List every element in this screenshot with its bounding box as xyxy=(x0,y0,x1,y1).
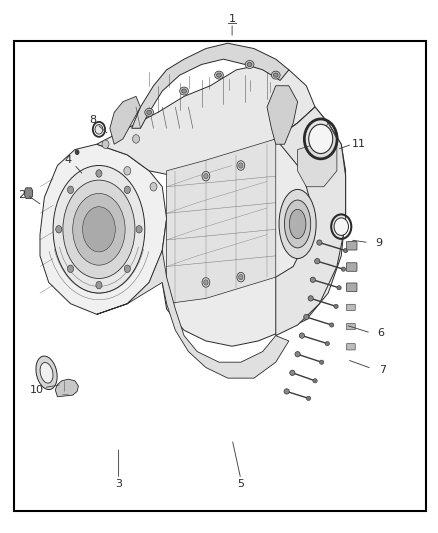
Polygon shape xyxy=(97,64,315,176)
Ellipse shape xyxy=(96,169,102,177)
Polygon shape xyxy=(297,123,337,187)
Polygon shape xyxy=(276,107,346,336)
FancyBboxPatch shape xyxy=(346,263,357,271)
Ellipse shape xyxy=(319,360,324,365)
FancyBboxPatch shape xyxy=(346,241,357,250)
Ellipse shape xyxy=(309,124,333,154)
Ellipse shape xyxy=(56,225,62,233)
FancyBboxPatch shape xyxy=(346,283,357,292)
Ellipse shape xyxy=(53,165,145,293)
Ellipse shape xyxy=(245,61,254,68)
Ellipse shape xyxy=(284,389,289,394)
Ellipse shape xyxy=(237,272,245,282)
Polygon shape xyxy=(132,43,289,128)
Ellipse shape xyxy=(95,125,103,134)
Ellipse shape xyxy=(202,278,210,287)
Text: 7: 7 xyxy=(379,365,386,375)
Text: 4: 4 xyxy=(65,155,72,165)
Ellipse shape xyxy=(180,87,188,95)
Ellipse shape xyxy=(67,265,74,272)
Polygon shape xyxy=(166,139,276,304)
Ellipse shape xyxy=(147,110,152,115)
Polygon shape xyxy=(162,107,346,346)
Polygon shape xyxy=(267,86,297,144)
Ellipse shape xyxy=(73,193,125,265)
FancyBboxPatch shape xyxy=(346,304,355,311)
Ellipse shape xyxy=(279,189,316,259)
Ellipse shape xyxy=(237,161,245,170)
Polygon shape xyxy=(110,96,141,144)
Ellipse shape xyxy=(313,378,317,383)
Ellipse shape xyxy=(204,280,208,285)
Ellipse shape xyxy=(145,108,153,116)
Ellipse shape xyxy=(329,323,334,327)
Ellipse shape xyxy=(289,209,306,239)
Ellipse shape xyxy=(299,333,304,338)
Ellipse shape xyxy=(272,71,280,79)
FancyBboxPatch shape xyxy=(346,324,355,330)
Polygon shape xyxy=(97,251,289,378)
Text: 9: 9 xyxy=(375,238,382,247)
Ellipse shape xyxy=(136,225,142,233)
Ellipse shape xyxy=(334,304,338,309)
Ellipse shape xyxy=(202,171,210,181)
Text: 6: 6 xyxy=(377,328,384,338)
Ellipse shape xyxy=(63,180,135,278)
Ellipse shape xyxy=(317,240,322,245)
Text: 1: 1 xyxy=(229,14,236,25)
Ellipse shape xyxy=(337,286,341,290)
Ellipse shape xyxy=(325,342,329,346)
Polygon shape xyxy=(40,144,166,314)
Ellipse shape xyxy=(334,218,349,236)
Polygon shape xyxy=(25,188,32,198)
Text: 8: 8 xyxy=(89,115,96,125)
Text: 2: 2 xyxy=(18,190,25,200)
Ellipse shape xyxy=(75,150,79,155)
Ellipse shape xyxy=(96,281,102,289)
Bar xyxy=(14,41,426,511)
Ellipse shape xyxy=(239,163,243,168)
Ellipse shape xyxy=(133,135,140,143)
Ellipse shape xyxy=(314,259,320,264)
Ellipse shape xyxy=(247,62,252,67)
Ellipse shape xyxy=(308,296,313,301)
Ellipse shape xyxy=(124,186,131,193)
Ellipse shape xyxy=(273,73,278,77)
Text: 10: 10 xyxy=(30,385,44,395)
Ellipse shape xyxy=(239,274,243,280)
Ellipse shape xyxy=(124,265,131,272)
Ellipse shape xyxy=(285,200,311,248)
Ellipse shape xyxy=(102,140,109,149)
Text: 5: 5 xyxy=(237,480,244,489)
Ellipse shape xyxy=(343,248,348,253)
Ellipse shape xyxy=(304,314,309,320)
Polygon shape xyxy=(55,379,78,397)
Ellipse shape xyxy=(295,352,300,357)
Ellipse shape xyxy=(150,182,157,191)
Ellipse shape xyxy=(215,71,223,79)
Ellipse shape xyxy=(82,207,115,252)
Ellipse shape xyxy=(182,89,187,93)
Ellipse shape xyxy=(36,356,57,390)
Ellipse shape xyxy=(290,370,295,375)
Ellipse shape xyxy=(204,173,208,179)
Text: 3: 3 xyxy=(115,480,122,489)
Ellipse shape xyxy=(306,396,311,400)
Ellipse shape xyxy=(67,186,74,193)
Ellipse shape xyxy=(310,277,315,282)
FancyBboxPatch shape xyxy=(346,344,355,350)
Ellipse shape xyxy=(341,267,346,271)
Ellipse shape xyxy=(40,362,53,383)
Text: 11: 11 xyxy=(352,139,366,149)
Ellipse shape xyxy=(217,73,221,77)
Ellipse shape xyxy=(124,166,131,175)
